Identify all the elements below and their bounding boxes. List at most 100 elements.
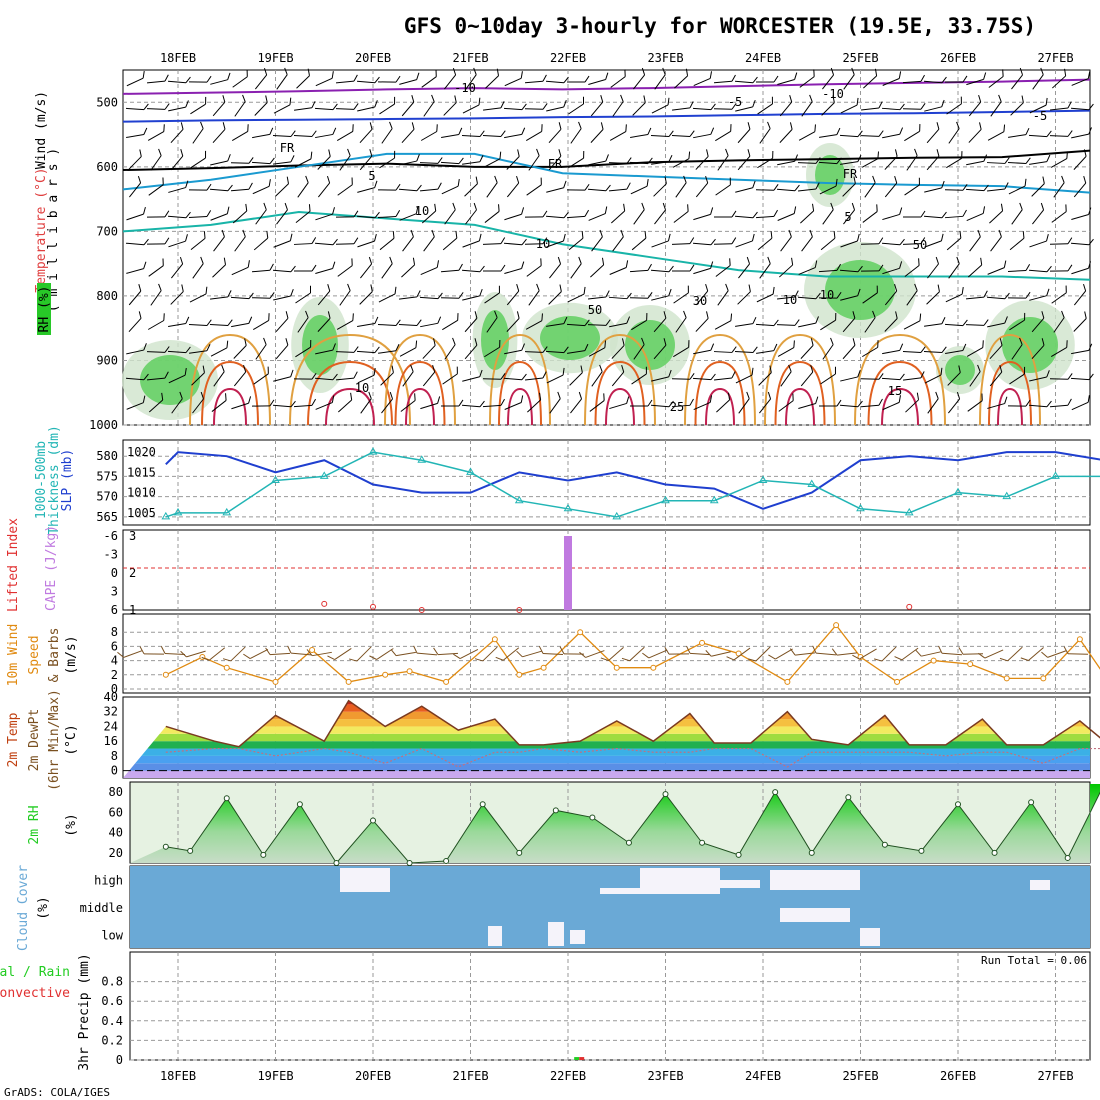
wind-barb: [884, 283, 898, 306]
contour-label: 10: [783, 293, 797, 307]
wind-barb-flag: [709, 395, 713, 403]
rh2m-label-a: 2m RH: [27, 805, 42, 844]
wind-barb-shaft: [336, 320, 354, 330]
wind-barb: [128, 284, 142, 306]
wind-barb-flag: [347, 283, 351, 291]
wind-barb-flag: [747, 149, 751, 157]
wind-barb: [569, 365, 583, 386]
wind-barb: [944, 209, 967, 219]
wind-barb-shaft: [839, 404, 859, 408]
wind-barb-flag: [1088, 373, 1094, 380]
wind-barb: [1051, 285, 1067, 304]
wind-barb-shaft: [335, 377, 355, 381]
wind-barb-shaft: [253, 373, 269, 385]
wind-barb-shaft: [757, 103, 773, 115]
wind-barb-flag: [374, 180, 378, 188]
wind-barb-shaft: [504, 349, 522, 355]
wind-barb: [188, 319, 212, 327]
cloud-level-label: middle: [80, 901, 123, 915]
wind-barb-flag: [431, 94, 435, 102]
wind-barb: [211, 393, 227, 412]
wind-barb-shaft: [713, 351, 733, 353]
wind-barb-shaft: [360, 398, 372, 414]
wind-barb-shaft: [904, 130, 920, 142]
wind-barb-shaft: [423, 101, 435, 117]
wind-barb-shaft: [272, 269, 292, 273]
wind-barb: [251, 399, 275, 407]
wind-barb-shaft: [777, 160, 795, 166]
wind-barb: [675, 175, 687, 198]
wind-barb: [125, 373, 149, 381]
wind-barb: [192, 391, 204, 414]
wind-barb-shaft: [820, 373, 836, 385]
wind-barb: [230, 182, 253, 192]
temp-ytick: 0: [111, 764, 118, 778]
slp-label-c: SLP (mb): [60, 449, 75, 512]
surface-wind-barb: [621, 646, 645, 662]
wind-barb-shaft: [506, 318, 520, 332]
wind-barb: [273, 233, 293, 248]
wind-barb-flag: [730, 124, 732, 132]
wind-barb-flag: [1040, 67, 1044, 75]
wind-barb: [295, 285, 311, 304]
wind-barb: [213, 229, 225, 252]
wind-barb: [422, 338, 436, 359]
wind-barb-shaft: [568, 237, 584, 251]
wind-barb: [1028, 400, 1052, 408]
wind-barb: [545, 346, 569, 354]
wind-barb-shaft: [273, 161, 291, 165]
wind-barb: [945, 286, 964, 303]
wind-barb-shaft: [170, 263, 184, 279]
wind-barb-shaft: [462, 376, 480, 382]
wind-barb: [1029, 370, 1050, 382]
wind-barb: [735, 367, 754, 384]
wind-barb-flag: [982, 340, 984, 348]
wind-barb: [545, 211, 569, 219]
wind-barb: [692, 373, 716, 381]
wind-barb-shaft: [860, 378, 880, 380]
wind-barb: [797, 182, 820, 192]
wind-barb-flag: [164, 210, 170, 218]
wind-barb-shaft: [503, 377, 523, 381]
date-label-top: 24FEB: [745, 51, 781, 65]
surface-wind-barb: [117, 650, 143, 658]
wind-barb-shaft: [1029, 376, 1047, 382]
wind-barb: [524, 210, 548, 218]
wind-barb: [924, 99, 945, 112]
rh-point: [808, 849, 815, 856]
wind-barb-shaft: [693, 133, 711, 139]
wind-barb-shaft: [168, 106, 186, 112]
wind-barb-shaft: [629, 161, 649, 165]
wind-barb: [126, 395, 146, 410]
wind-barb-flag: [836, 291, 842, 299]
surface-wind-barb: [453, 648, 479, 660]
wind-barb-flag: [181, 284, 184, 292]
wind-barb-shaft: [779, 129, 793, 143]
wind-barb-flag: [143, 207, 146, 215]
wind-barb: [653, 176, 667, 197]
surface-barb-flag: [705, 650, 712, 657]
wind-barb-shaft: [611, 371, 625, 387]
wind-barb-flag: [748, 284, 751, 292]
wind-barb-shaft: [314, 242, 334, 246]
wind-barb-flag: [479, 288, 483, 297]
wind-barb: [293, 264, 317, 272]
thickness-marker: [904, 507, 914, 516]
wind-barb-flag: [431, 229, 435, 237]
wind-barb: [801, 94, 813, 117]
surface-wind-barb: [287, 645, 312, 656]
li-ytick: 3: [111, 585, 118, 599]
wind-barb-flag: [920, 103, 926, 110]
wind-barb-shaft: [692, 242, 712, 246]
wind-barb: [549, 256, 562, 279]
cloud-level-label: high: [94, 874, 123, 888]
wind-barb-flag: [604, 340, 607, 348]
wind-barb-flag: [920, 371, 925, 379]
wind-barb-shaft: [296, 75, 310, 89]
temp-label-b: 2m DewPt: [27, 709, 42, 772]
wind-barb-shaft: [821, 102, 835, 116]
wind-barb-flag: [206, 344, 211, 351]
rh-swatch: [37, 283, 51, 335]
wind-barb-shaft: [234, 236, 246, 252]
temp-lobe: [189, 333, 271, 426]
